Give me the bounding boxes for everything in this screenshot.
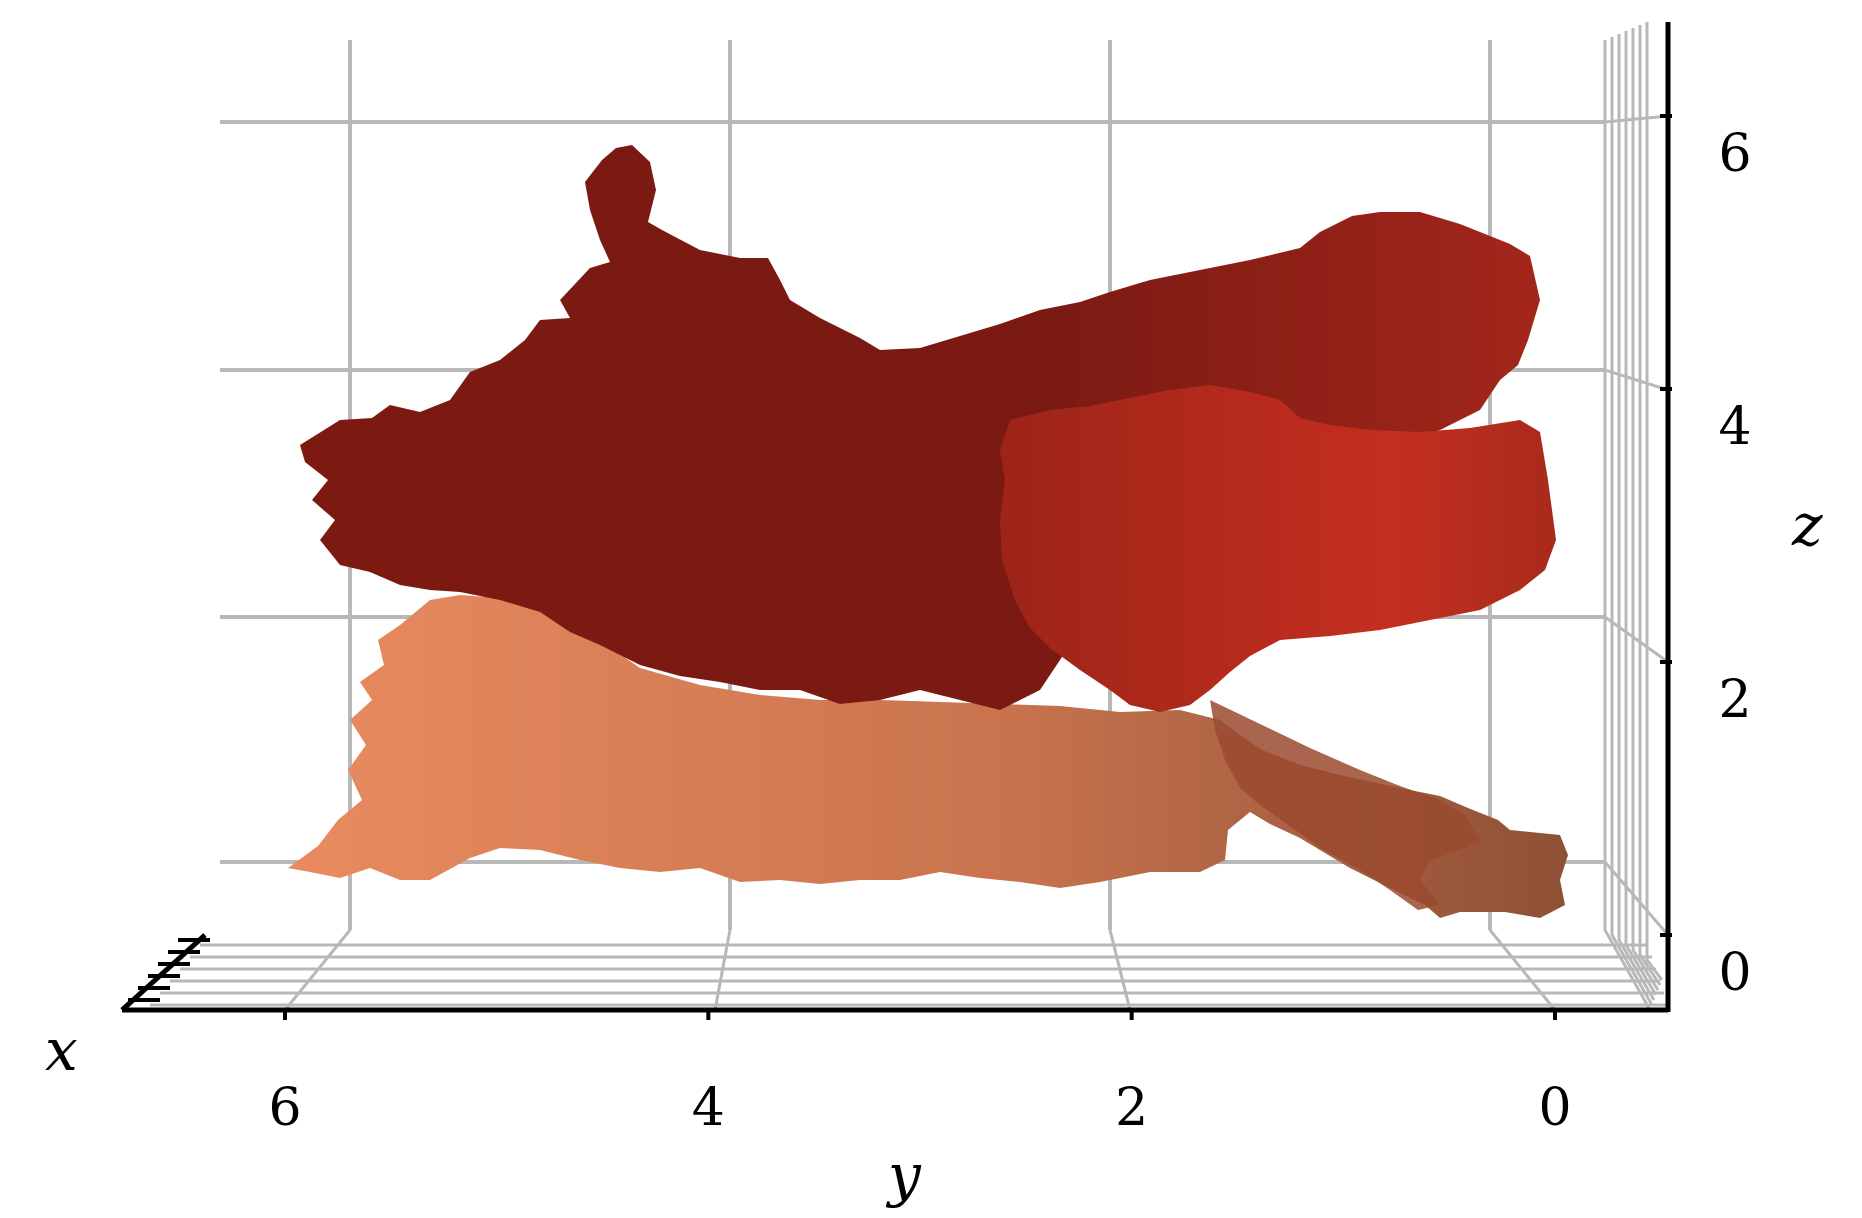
y-axis-ticks: 6 4 2 0 — [268, 1010, 1572, 1138]
floor-diag-y0 — [1488, 929, 1557, 1011]
floor-diag-y2 — [1108, 929, 1132, 1011]
z-tick-label: 4 — [1718, 397, 1751, 457]
y-tick-label: 0 — [1538, 1078, 1571, 1138]
side-wall-lines — [1603, 22, 1670, 1011]
y-tick-label: 6 — [268, 1078, 301, 1138]
side-line — [1645, 22, 1664, 981]
x-axis-ticks — [128, 938, 210, 1002]
side-diag-z2 — [1604, 615, 1669, 664]
y-axis-label: y — [885, 1141, 922, 1209]
side-diag-z4 — [1604, 368, 1669, 392]
z-axis-label: z — [1791, 491, 1823, 559]
middle-surface — [1000, 385, 1556, 712]
axis-lines — [120, 22, 1671, 1013]
side-line — [1638, 25, 1662, 986]
lower-surface-tail — [1210, 700, 1480, 910]
floor-diag-y6 — [283, 929, 352, 1011]
lower-surface — [288, 595, 1568, 918]
x-axis-label: x — [45, 1016, 78, 1084]
z-axis-ticks: 0 2 4 6 — [1660, 114, 1752, 1003]
z-tick-label: 6 — [1718, 124, 1751, 184]
side-line — [1603, 40, 1652, 1011]
y-tick-label: 4 — [692, 1078, 725, 1138]
upper-surface — [300, 145, 1540, 710]
z-tick-label: 2 — [1718, 670, 1751, 730]
floor-lines — [150, 929, 1668, 1011]
x-axis-line — [120, 933, 207, 1012]
floor-diag-y4 — [713, 929, 732, 1011]
side-line — [1631, 28, 1660, 991]
side-diag-z0 — [1603, 861, 1670, 936]
y-tick-label: 2 — [1115, 1078, 1148, 1138]
z-tick-label: 0 — [1718, 943, 1751, 1003]
side-line — [1617, 34, 1656, 1001]
surfaces — [288, 145, 1568, 918]
side-diag-z6 — [1604, 114, 1669, 124]
